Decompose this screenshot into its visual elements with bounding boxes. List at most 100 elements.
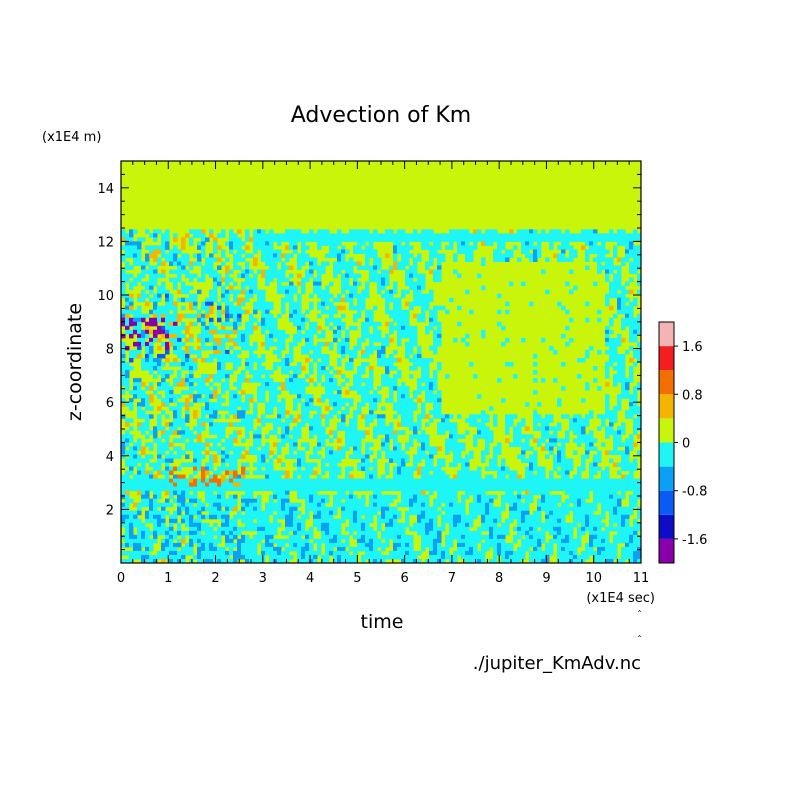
heatmap-cell <box>269 341 274 347</box>
heatmap-cell <box>157 357 162 363</box>
heatmap-cell <box>133 378 138 383</box>
heatmap-cell <box>157 285 162 291</box>
heatmap-cell <box>517 257 522 262</box>
heatmap-cell <box>509 510 514 516</box>
heatmap-cell <box>365 506 370 512</box>
heatmap-cell <box>601 494 606 500</box>
heatmap-cell <box>205 261 210 267</box>
heatmap-cell <box>365 394 370 399</box>
heatmap-cell <box>577 510 582 516</box>
heatmap-cell <box>341 249 346 254</box>
heatmap-cell <box>269 486 274 492</box>
heatmap-cell <box>577 474 582 480</box>
heatmap-cell <box>193 498 198 504</box>
heatmap-cell <box>165 357 170 363</box>
heatmap-cell <box>217 398 222 403</box>
heatmap-cell <box>269 269 274 275</box>
heatmap-cell <box>393 406 398 411</box>
heatmap-cell <box>349 357 354 363</box>
heatmap-cell <box>253 502 258 508</box>
heatmap-cell <box>245 345 250 351</box>
heatmap-cell <box>277 237 282 242</box>
heatmap-cell <box>541 478 546 484</box>
heatmap-cell <box>357 366 362 371</box>
heatmap-cell <box>385 277 390 283</box>
heatmap-cell <box>469 245 474 250</box>
heatmap-cell <box>513 494 518 500</box>
heatmap-cell <box>637 325 642 331</box>
heatmap-cell <box>585 454 590 459</box>
heatmap-cell <box>629 502 634 508</box>
heatmap-cell <box>501 398 506 403</box>
heatmap-cell <box>161 486 166 492</box>
heatmap-cell <box>317 345 322 351</box>
heatmap-cell <box>289 357 294 363</box>
heatmap-cell <box>361 229 366 234</box>
heatmap-cell <box>137 309 142 315</box>
heatmap-cell <box>441 418 446 423</box>
heatmap-cell <box>333 321 338 327</box>
heatmap-cell <box>277 442 282 447</box>
heatmap-cell <box>177 345 182 351</box>
heatmap-cell <box>493 462 498 468</box>
heatmap-cell <box>405 321 410 327</box>
heatmap-cell <box>325 233 330 238</box>
heatmap-cell <box>277 241 282 246</box>
heatmap-cell <box>225 510 230 516</box>
heatmap-cell <box>277 289 282 295</box>
heatmap-cell <box>421 434 426 439</box>
heatmap-cell <box>513 233 518 238</box>
heatmap-cell <box>317 514 322 520</box>
heatmap-cell <box>169 442 174 447</box>
heatmap-cell <box>565 506 570 512</box>
heatmap-cell <box>445 474 450 480</box>
heatmap-cell <box>325 357 330 363</box>
heatmap-cell <box>137 325 142 331</box>
heatmap-cell <box>385 357 390 363</box>
heatmap-cell <box>229 245 234 250</box>
heatmap-cell <box>365 245 370 250</box>
heatmap-cell <box>633 458 638 463</box>
heatmap-cell <box>393 494 398 500</box>
heatmap-cell <box>377 394 382 399</box>
heatmap-cell <box>545 486 550 492</box>
heatmap-cell <box>165 233 170 238</box>
heatmap-cell <box>433 394 438 399</box>
heatmap-cell <box>177 450 182 455</box>
heatmap-cell <box>529 253 534 258</box>
heatmap-cell <box>185 482 190 488</box>
heatmap-cell <box>349 466 354 472</box>
heatmap-cell <box>205 386 210 391</box>
heatmap-cell <box>149 510 154 516</box>
heatmap-cell <box>377 281 382 287</box>
heatmap-cell <box>513 245 518 250</box>
heatmap-cell <box>421 273 426 279</box>
heatmap-cell <box>361 349 366 355</box>
heatmap-cell <box>353 426 358 431</box>
heatmap-cell <box>385 281 390 287</box>
heatmap-cell <box>317 273 322 279</box>
heatmap-cell <box>273 418 278 423</box>
heatmap-cell <box>261 309 266 315</box>
heatmap-cell <box>545 482 550 488</box>
heatmap-cell <box>197 466 202 472</box>
heatmap-cell <box>121 414 126 419</box>
heatmap-cell <box>145 362 150 367</box>
heatmap-cell <box>469 514 474 520</box>
heatmap-cell <box>561 386 566 391</box>
heatmap-cell <box>337 450 342 455</box>
heatmap-cell <box>417 466 422 472</box>
heatmap-cell <box>509 233 514 238</box>
heatmap-cell <box>529 486 534 492</box>
heatmap-cell <box>201 378 206 383</box>
heatmap-cell <box>257 301 262 307</box>
heatmap-cell <box>137 446 142 451</box>
heatmap-cell <box>373 482 378 488</box>
heatmap-cell <box>261 293 266 299</box>
heatmap-cell <box>337 414 342 419</box>
heatmap-cell <box>417 414 422 419</box>
heatmap-cell <box>557 478 562 484</box>
heatmap-cell <box>605 398 610 403</box>
heatmap-cell <box>301 366 306 371</box>
heatmap-cell <box>201 325 206 331</box>
